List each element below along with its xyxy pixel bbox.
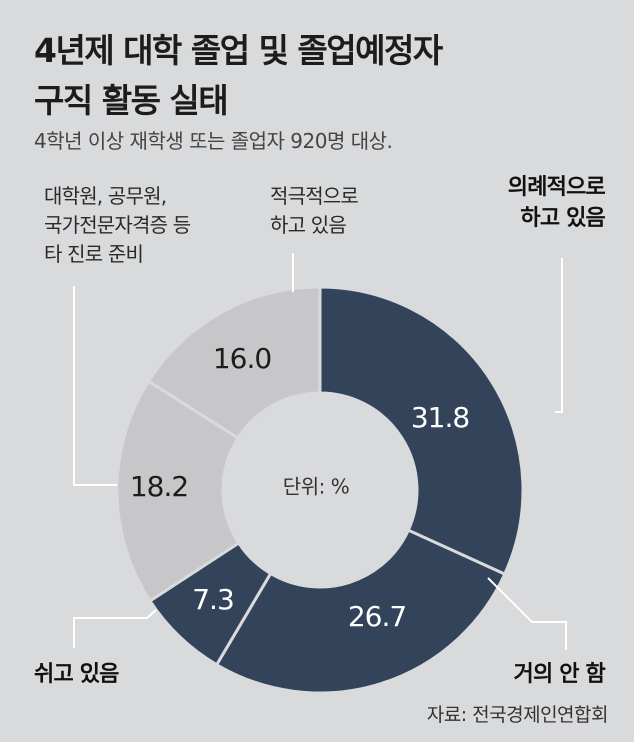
slice-value-label: 26.7 [348, 600, 406, 633]
leader-line [487, 577, 567, 650]
slice-category-label: 적극적으로 하고 있음 [270, 184, 358, 237]
slice-value-label: 7.3 [192, 583, 234, 616]
slice-category-label: 의례적으로 하고 있음 [508, 175, 606, 231]
donut-slice [115, 379, 241, 603]
unit-label: 단위: % [283, 475, 349, 499]
title-line-1: 4년제 대학 졸업 및 졸업예정자 [34, 31, 443, 70]
donut-slice [214, 528, 507, 695]
leader-line [73, 609, 157, 648]
donut-hole [224, 394, 416, 586]
slice-value-label: 16.0 [213, 342, 271, 375]
source-note: 자료: 전국경제인연합회 [426, 704, 609, 726]
chart-title: 4년제 대학 졸업 및 졸업예정자 구직 활동 실태 [34, 26, 443, 126]
donut-slice [318, 285, 525, 577]
title-line-2: 구직 활동 실태 [34, 81, 229, 120]
donut-slice [146, 285, 322, 441]
slice-category-label: 쉬고 있음 [34, 662, 119, 687]
slice-value-label: 31.8 [411, 401, 469, 434]
chart-subtitle: 4학년 이상 재학생 또는 졸업자 920명 대상. [34, 129, 393, 153]
leader-line [73, 286, 117, 486]
slice-category-label: 거의 안 함 [514, 662, 606, 687]
slice-value-label: 18.2 [130, 470, 188, 503]
leader-line [555, 258, 563, 413]
